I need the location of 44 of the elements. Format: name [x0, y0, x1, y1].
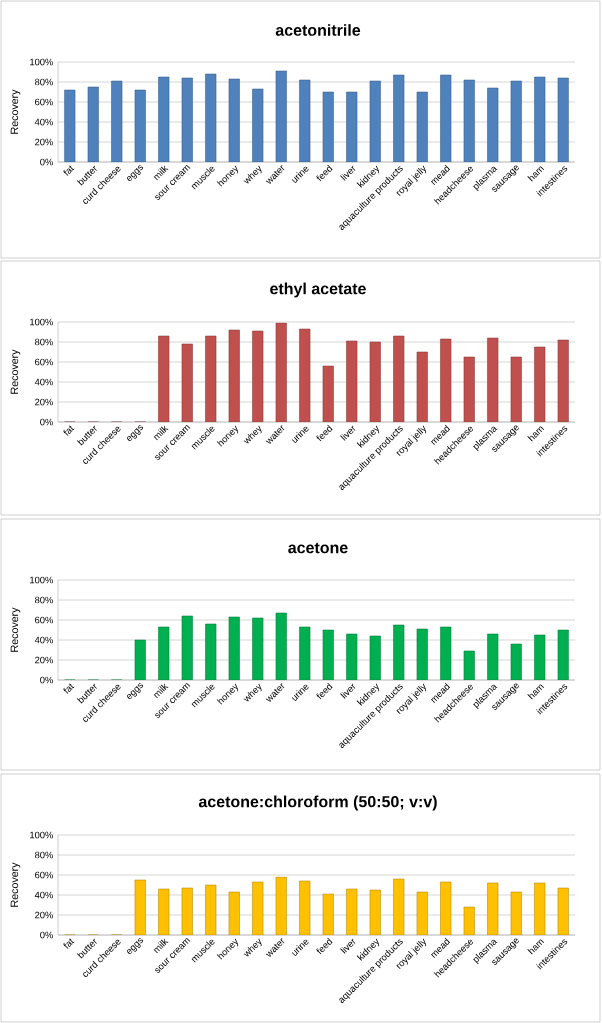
- y-tick-label: 100%: [30, 58, 53, 66]
- y-tick-label: 60%: [35, 358, 53, 366]
- y-tick-label: 0%: [40, 676, 53, 684]
- y-tick-label: 40%: [34, 118, 53, 126]
- y-tick-label: 80%: [35, 596, 53, 604]
- x-tick-label: liver: [340, 425, 356, 441]
- y-tick-label: 0%: [40, 158, 53, 166]
- y-tick-label: 80%: [35, 78, 53, 86]
- x-tick-label: fat: [63, 938, 75, 949]
- y-tick-label: 20%: [35, 656, 53, 664]
- y-axis-title: Recovery: [10, 89, 21, 134]
- y-tick-label: 100%: [30, 318, 53, 326]
- x-tick-label: liver: [340, 165, 356, 181]
- y-tick-label: 20%: [35, 398, 53, 406]
- x-tick-label: fat: [63, 683, 75, 694]
- chart-title: acetonitrile: [275, 24, 361, 36]
- y-tick-label: 60%: [35, 616, 53, 624]
- x-tick-label: liver: [340, 683, 356, 699]
- x-tick-label: liver: [340, 938, 356, 954]
- y-tick-label: 100%: [30, 831, 53, 839]
- y-tick-label: 20%: [35, 911, 53, 919]
- y-axis-title: Recovery: [10, 862, 21, 907]
- y-axis-title: Recovery: [10, 607, 21, 652]
- x-tick-label: milk: [153, 165, 169, 181]
- x-tick-label: milk: [153, 938, 169, 954]
- chart-title: acetone: [288, 542, 348, 554]
- y-axis-title: Recovery: [10, 349, 21, 394]
- x-tick-label: fat: [63, 425, 75, 436]
- x-tick-label: milk: [153, 683, 169, 699]
- x-tick-label: fat: [63, 165, 75, 176]
- y-tick-label: 60%: [35, 871, 53, 879]
- y-tick-label: 20%: [35, 138, 53, 146]
- y-tick-label: 0%: [40, 931, 53, 939]
- y-tick-label: 80%: [35, 338, 53, 346]
- y-tick-label: 60%: [35, 98, 53, 106]
- y-tick-label: 40%: [34, 636, 53, 644]
- chart-title: acetone:chloroform (50:50; v:v): [198, 795, 437, 811]
- y-tick-label: 40%: [34, 891, 53, 899]
- y-tick-label: 0%: [40, 418, 53, 426]
- x-tick-label: milk: [153, 425, 169, 441]
- y-tick-label: 100%: [30, 576, 53, 584]
- y-tick-label: 80%: [35, 851, 53, 859]
- chart-title: ethyl acetate: [270, 282, 366, 298]
- y-tick-label: 40%: [34, 378, 53, 386]
